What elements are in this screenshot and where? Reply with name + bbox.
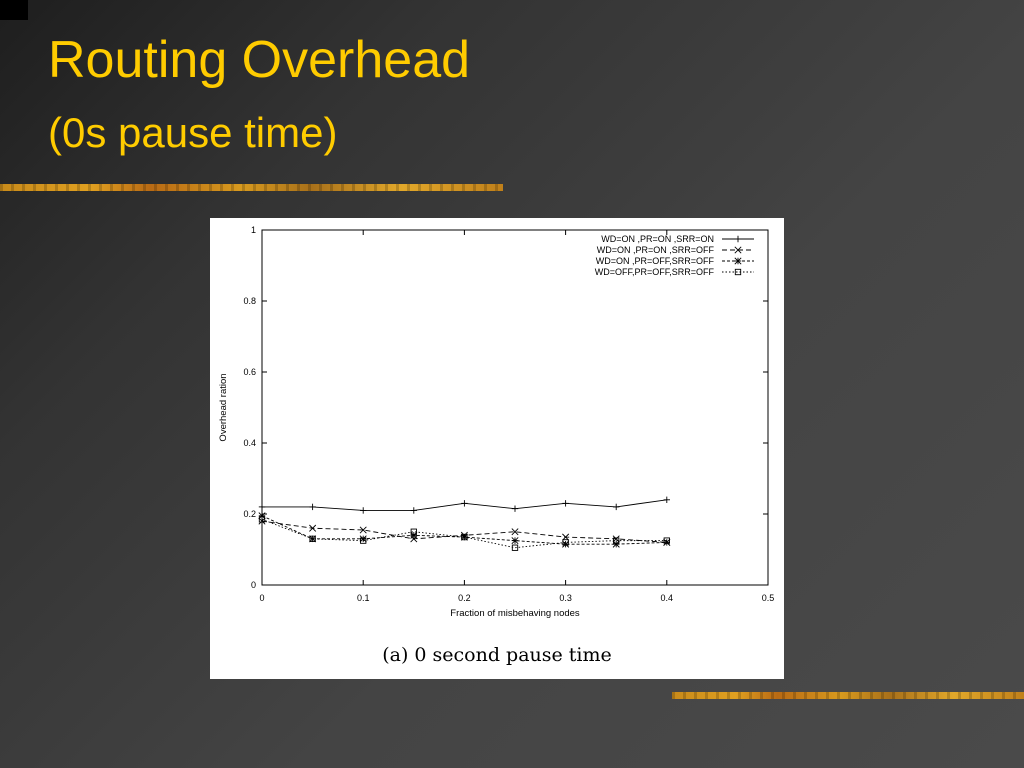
data-point-star bbox=[258, 512, 266, 520]
x-tick-label: 0.1 bbox=[357, 593, 370, 603]
x-tick-label: 0.3 bbox=[559, 593, 572, 603]
y-tick-label: 0.8 bbox=[243, 296, 256, 306]
data-point-square bbox=[562, 539, 569, 546]
data-point-plus bbox=[258, 503, 266, 511]
data-point-cross bbox=[359, 526, 367, 534]
data-point-star bbox=[663, 538, 671, 546]
plot-frame bbox=[261, 229, 769, 586]
y-axis: 0 0.2 0.4 0.6 0.8 1 bbox=[243, 225, 768, 590]
data-point-plus bbox=[562, 500, 569, 507]
data-point-square bbox=[511, 544, 519, 551]
data-point-cross bbox=[309, 524, 317, 532]
data-point-plus bbox=[410, 507, 417, 514]
data-point-cross bbox=[562, 533, 570, 541]
data-point-plus bbox=[309, 503, 316, 511]
data-point-square bbox=[613, 537, 620, 544]
decorative-bar-top bbox=[0, 184, 503, 191]
x-axis-label: Fraction of misbehaving nodes bbox=[450, 608, 580, 619]
data-point-star bbox=[612, 540, 620, 548]
data-point-plus bbox=[734, 235, 742, 243]
y-tick-label: 0.2 bbox=[243, 509, 256, 519]
data-point-star bbox=[511, 537, 519, 545]
y-tick-label: 0 bbox=[251, 580, 256, 590]
data-point-cross bbox=[410, 535, 418, 543]
x-tick-label: 0.5 bbox=[762, 593, 775, 603]
legend-label: WD=OFF,PR=OFF,SRR=OFF bbox=[595, 267, 715, 277]
data-point-square bbox=[663, 537, 670, 544]
slide-subtitle: (0s pause time) bbox=[48, 109, 338, 156]
slide-title: Routing Overhead bbox=[48, 31, 471, 89]
data-point-square bbox=[258, 516, 266, 523]
y-axis-label: Overhead ration bbox=[218, 373, 229, 441]
data-point-square bbox=[734, 268, 742, 276]
data-point-cross bbox=[734, 246, 742, 254]
data-point-plus bbox=[663, 496, 670, 503]
x-tick-label: 0.2 bbox=[458, 593, 471, 603]
y-tick-label: 1 bbox=[251, 225, 256, 235]
series-layer bbox=[258, 496, 671, 551]
data-point-star bbox=[359, 535, 367, 543]
data-point-plus bbox=[511, 505, 519, 512]
figure-caption: (a) 0 second pause time bbox=[382, 644, 612, 666]
y-tick-label: 0.6 bbox=[243, 367, 256, 377]
legend-label: WD=ON ,PR=ON ,SRR=ON bbox=[601, 234, 714, 244]
data-point-square bbox=[461, 533, 468, 541]
data-point-square bbox=[360, 537, 367, 544]
y-tick-label: 0.4 bbox=[243, 438, 256, 448]
data-point-plus bbox=[613, 503, 620, 511]
data-point-cross bbox=[258, 517, 266, 525]
legend-label: WD=ON ,PR=ON ,SRR=OFF bbox=[597, 245, 715, 255]
data-point-cross bbox=[511, 528, 519, 536]
corner-mark bbox=[0, 0, 28, 20]
decorative-bar-bottom bbox=[672, 692, 1024, 699]
x-tick-label: 0.4 bbox=[661, 593, 674, 603]
data-point-plus bbox=[461, 500, 468, 507]
chart-figure: 0 0.2 0.4 0.6 0.8 1 0 0.1 0.2 0.3 0.4 0.5 Fraction… bbox=[210, 218, 784, 679]
x-tick-label: 0 bbox=[259, 593, 264, 603]
legend-label: WD=ON ,PR=OFF,SRR=OFF bbox=[596, 256, 715, 266]
data-point-star bbox=[734, 257, 742, 265]
data-point-square bbox=[309, 535, 316, 542]
data-point-square bbox=[410, 528, 417, 535]
data-point-star bbox=[410, 531, 418, 539]
series-line-4 bbox=[261, 518, 667, 549]
data-point-plus bbox=[360, 507, 367, 514]
line-chart: 0 0.2 0.4 0.6 0.8 1 0 0.1 0.2 0.3 0.4 0.5 Fraction… bbox=[218, 225, 774, 619]
x-axis: 0 0.1 0.2 0.3 0.4 0.5 bbox=[259, 230, 774, 603]
